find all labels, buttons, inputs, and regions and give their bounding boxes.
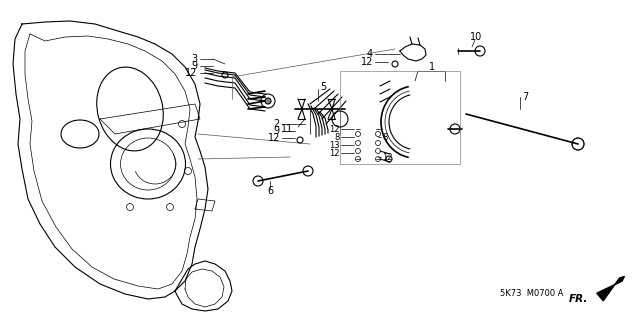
Text: 8: 8: [335, 132, 340, 142]
Text: 5: 5: [320, 82, 326, 92]
Text: 4: 4: [367, 49, 373, 59]
Text: 12: 12: [268, 133, 280, 143]
Text: 7: 7: [522, 92, 528, 102]
Text: 8: 8: [382, 132, 387, 142]
Text: 5K73  M0700 A: 5K73 M0700 A: [500, 290, 563, 299]
Text: 12: 12: [330, 149, 340, 158]
Circle shape: [265, 98, 271, 104]
Text: 13: 13: [330, 140, 340, 150]
Text: 12: 12: [330, 124, 340, 133]
Text: 12: 12: [360, 57, 373, 67]
Text: 2: 2: [274, 119, 280, 129]
Text: 12: 12: [382, 152, 392, 161]
Text: FR.: FR.: [568, 294, 588, 304]
Text: 9: 9: [274, 126, 280, 136]
Text: 11: 11: [281, 124, 293, 134]
Text: 10: 10: [470, 32, 483, 42]
Text: 6: 6: [267, 186, 273, 196]
Text: 9: 9: [191, 61, 197, 71]
Text: 1: 1: [429, 62, 435, 72]
Text: 12: 12: [184, 68, 197, 78]
Polygon shape: [596, 277, 625, 301]
Text: 3: 3: [191, 54, 197, 64]
